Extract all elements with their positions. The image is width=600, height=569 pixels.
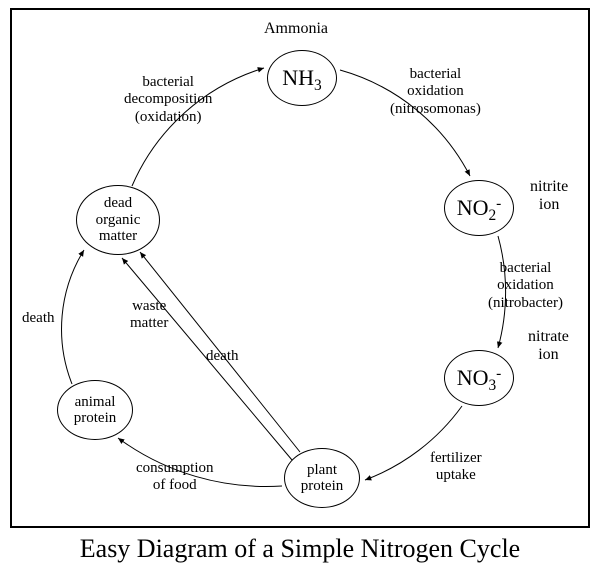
- node-nh3: NH3: [267, 50, 337, 106]
- outer-label-nitrite: nitriteion: [530, 178, 568, 214]
- edge-label-e3: fertilizeruptake: [430, 450, 482, 485]
- node-no3-label: NO3-: [445, 366, 513, 390]
- node-plant: plantprotein: [284, 448, 360, 508]
- node-animal: animalprotein: [57, 380, 133, 440]
- node-animal-label: animalprotein: [58, 394, 132, 427]
- edge-label-e6: bacterialdecomposition(oxidation): [124, 74, 212, 126]
- diagram-container: NH3 Ammonia NO2- nitriteion NO3- nitrate…: [0, 0, 600, 569]
- node-no2: NO2-: [444, 180, 514, 236]
- edge-label-e1: bacterialoxidation(nitrosomonas): [390, 66, 481, 118]
- edge-label-e2: bacterialoxidation(nitrobacter): [488, 260, 563, 312]
- node-dead: deadorganicmatter: [76, 185, 160, 255]
- node-plant-label: plantprotein: [285, 462, 359, 495]
- node-no2-label: NO2-: [445, 196, 513, 220]
- edge-label-e4: consumptionof food: [136, 460, 214, 495]
- node-dead-label: deadorganicmatter: [77, 195, 159, 245]
- node-no3: NO3-: [444, 350, 514, 406]
- edge-label-e7: death: [206, 348, 238, 365]
- outer-label-nitrate: nitrateion: [528, 328, 569, 364]
- diagram-caption: Easy Diagram of a Simple Nitrogen Cycle: [0, 534, 600, 564]
- outer-label-ammonia: Ammonia: [264, 20, 328, 38]
- edge-label-e5: death: [22, 310, 54, 327]
- node-nh3-label: NH3: [268, 66, 336, 90]
- edge-label-e8: wastematter: [130, 298, 168, 333]
